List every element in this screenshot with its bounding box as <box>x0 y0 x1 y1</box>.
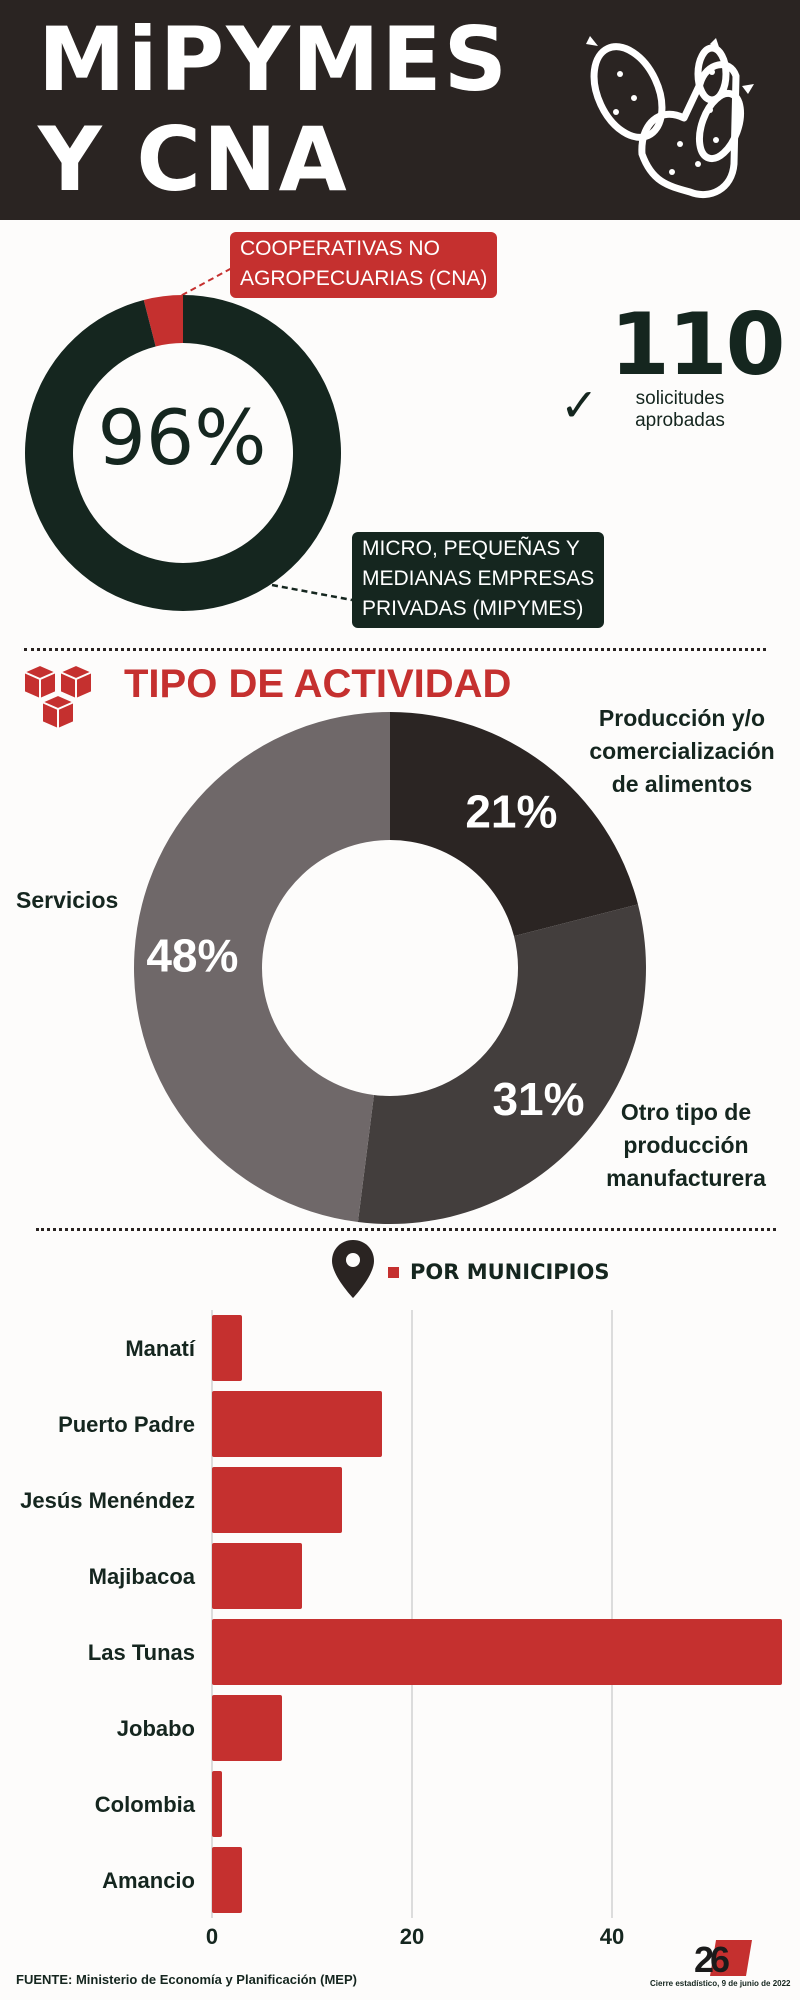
category-label: Amancio <box>102 1868 195 1893</box>
slice-value-label: 31% <box>492 1073 584 1125</box>
bar <box>212 1467 342 1533</box>
label-line: Producción y/o <box>598 705 766 731</box>
header-banner: MiPYMES Y CNA <box>0 0 800 220</box>
logo-26: 26 <box>694 1939 752 1978</box>
label-line: Otro tipo de <box>620 1099 752 1125</box>
municipios-section-title: POR MUNICIPIOS <box>410 1260 610 1284</box>
approved-caption-line: solicitudes <box>635 388 725 409</box>
label-line: producción <box>623 1132 749 1158</box>
bar <box>212 1771 222 1837</box>
mipymes-label: MICRO, PEQUEÑAS Y MEDIANAS EMPRESAS PRIV… <box>352 532 605 628</box>
cactus-icon <box>586 36 754 199</box>
source-note: FUENTE: Ministerio de Economía y Planifi… <box>16 1972 357 1987</box>
donut-center-percentage: 96% <box>97 393 267 482</box>
x-tick-label: 20 <box>400 1924 424 1949</box>
approved-caption-line: aprobadas <box>635 410 725 431</box>
mipymes-cna-donut-chart <box>25 267 353 612</box>
bar <box>212 1619 782 1685</box>
title-line-1: MiPYMES <box>38 8 510 111</box>
cubes-icon <box>23 664 93 731</box>
logo-text: 26 <box>694 1939 729 1978</box>
label-line: comercialización <box>589 738 775 764</box>
location-pin-icon <box>332 1240 374 1298</box>
bar <box>212 1847 242 1913</box>
label-otro-manufacturera: Otro tipo de producción manufacturera <box>594 1096 778 1195</box>
cna-leader-line <box>172 267 233 301</box>
section-divider <box>24 648 766 651</box>
category-label: Jesús Menéndez <box>20 1488 195 1513</box>
label-line: manufacturera <box>606 1165 766 1191</box>
donut-slice <box>134 712 390 1222</box>
category-label: Las Tunas <box>88 1640 195 1665</box>
approved-caption: solicitudes aprobadas <box>620 388 740 432</box>
donut-slice <box>143 295 183 347</box>
mipymes-label-line: MEDIANAS EMPRESAS <box>362 567 595 590</box>
label-produccion-alimentos: Producción y/o comercialización de alime… <box>570 702 794 801</box>
activity-section-title: TIPO DE ACTIVIDAD <box>124 662 512 706</box>
x-tick-label: 0 <box>206 1924 218 1949</box>
cna-label-line: COOPERATIVAS NO <box>240 237 440 260</box>
slice-value-label: 21% <box>465 786 557 838</box>
bar <box>212 1543 302 1609</box>
mipymes-label-line: PRIVADAS (MIPYMES) <box>362 597 584 620</box>
cna-label-line: AGROPECUARIAS (CNA) <box>240 267 488 290</box>
mipymes-leader-line <box>271 583 353 602</box>
bar <box>212 1695 282 1761</box>
title-line-2: Y CNA <box>38 108 349 211</box>
donut-slice <box>25 295 342 612</box>
slice-value-label: 48% <box>146 930 238 982</box>
section-divider <box>36 1228 776 1231</box>
cna-label: COOPERATIVAS NO AGROPECUARIAS (CNA) <box>230 232 498 298</box>
category-label: Puerto Padre <box>58 1412 195 1437</box>
date-note: Cierre estadístico, 9 de junio de 2022 <box>650 1979 791 1988</box>
check-icon: ✓ <box>560 379 599 431</box>
legend-square <box>388 1267 399 1278</box>
label-servicios: Servicios <box>16 887 119 913</box>
category-label: Colombia <box>95 1792 196 1817</box>
x-tick-label: 40 <box>600 1924 624 1949</box>
mipymes-label-line: MICRO, PEQUEÑAS Y <box>362 537 580 560</box>
bar <box>212 1315 242 1381</box>
category-label: Majibacoa <box>89 1564 196 1589</box>
label-line: de alimentos <box>611 771 753 797</box>
category-label: Manatí <box>125 1336 196 1361</box>
category-label: Jobabo <box>117 1716 195 1741</box>
approved-count: 110 <box>610 295 786 395</box>
bar <box>212 1391 382 1457</box>
